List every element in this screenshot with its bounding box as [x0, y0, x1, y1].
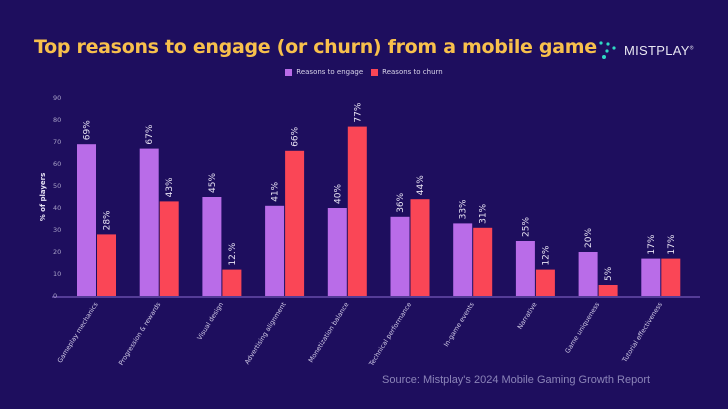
bar-churn: [97, 234, 116, 296]
data-label: 33%: [459, 199, 469, 219]
logo-dots-icon: [599, 41, 616, 59]
y-tick-label: 0: [53, 292, 57, 300]
data-label: 69%: [83, 120, 93, 140]
x-tick-label: Technical performance: [367, 301, 413, 368]
legend-swatch: [371, 68, 379, 76]
y-tick-label: 10: [53, 270, 61, 278]
data-label: 5%: [604, 266, 614, 281]
bar-churn: [661, 258, 681, 296]
bar-engage: [327, 208, 347, 296]
data-label: 45%: [208, 173, 218, 193]
data-label: 36%: [396, 192, 406, 212]
bar-engage: [139, 148, 159, 296]
chart-title: Top reasons to engage (or churn) from a …: [34, 36, 597, 58]
bar-engage: [641, 258, 661, 296]
data-label: 17%: [647, 234, 657, 254]
y-tick-label: 20: [53, 248, 61, 256]
bar-engage: [77, 144, 96, 296]
x-tick-label: Game uniqueness: [563, 300, 601, 354]
x-tick-label: Monetization balance: [307, 301, 351, 364]
data-label: 40%: [333, 184, 343, 204]
data-label: 20%: [584, 228, 594, 248]
legend: Reasons to engage Reasons to churn: [0, 68, 728, 76]
legend-item-churn: Reasons to churn: [371, 68, 443, 76]
y-tick-label: 40: [53, 204, 61, 212]
data-label: 28%: [103, 210, 113, 230]
data-label: 31%: [479, 203, 489, 223]
x-tick-label: In-game events: [442, 300, 476, 348]
logo-text: MISTPLAY®: [624, 42, 694, 58]
data-label: 12.%: [228, 242, 238, 265]
bar-churn: [598, 285, 618, 296]
y-tick-label: 90: [53, 94, 61, 102]
data-label: 17%: [667, 234, 677, 254]
legend-label: Reasons to engage: [296, 68, 364, 76]
legend-label: Reasons to churn: [382, 68, 443, 76]
source-note: Source: Mistplay's 2024 Mobile Gaming Gr…: [382, 374, 651, 386]
x-tick-label: Advertising alignment: [243, 300, 288, 365]
data-label: 77%: [353, 102, 363, 122]
bar-churn: [222, 269, 242, 296]
data-label: 43%: [165, 177, 175, 197]
bar-churn: [347, 126, 367, 296]
bar-engage: [390, 216, 410, 296]
bar-engage: [202, 197, 222, 296]
mistplay-logo: MISTPLAY®: [598, 40, 694, 60]
y-tick-label: 30: [53, 226, 61, 234]
y-tick-label: 50: [53, 182, 61, 190]
bar-engage: [265, 205, 285, 296]
bar-churn: [410, 199, 430, 296]
bar-churn: [285, 150, 305, 296]
bar-engage: [578, 252, 598, 296]
y-tick-label: 80: [53, 116, 61, 124]
x-tick-label: Visual design: [196, 301, 226, 342]
data-label: 44%: [416, 175, 426, 195]
data-label: 67%: [145, 124, 155, 144]
data-label: 12%: [541, 245, 551, 265]
bar-engage: [515, 241, 535, 296]
y-axis-label: % of players: [39, 173, 47, 222]
legend-item-engage: Reasons to engage: [285, 68, 363, 76]
bar-churn: [473, 227, 493, 296]
bar-churn: [159, 201, 179, 296]
data-label: 66%: [291, 126, 301, 146]
legend-swatch: [285, 68, 293, 76]
x-tick-label: Narrative: [516, 301, 539, 331]
x-tick-label: Gameplay mechanics: [56, 300, 100, 364]
y-tick-label: 70: [53, 138, 61, 146]
data-label: 41%: [271, 181, 281, 201]
data-label: 25%: [521, 217, 531, 237]
bar-churn: [535, 269, 555, 296]
x-tick-label: Progression & rewards: [117, 300, 163, 366]
bar-engage: [453, 223, 473, 296]
x-tick-label: Tutorial effectiveness: [620, 300, 664, 364]
y-tick-label: 60: [53, 160, 61, 168]
